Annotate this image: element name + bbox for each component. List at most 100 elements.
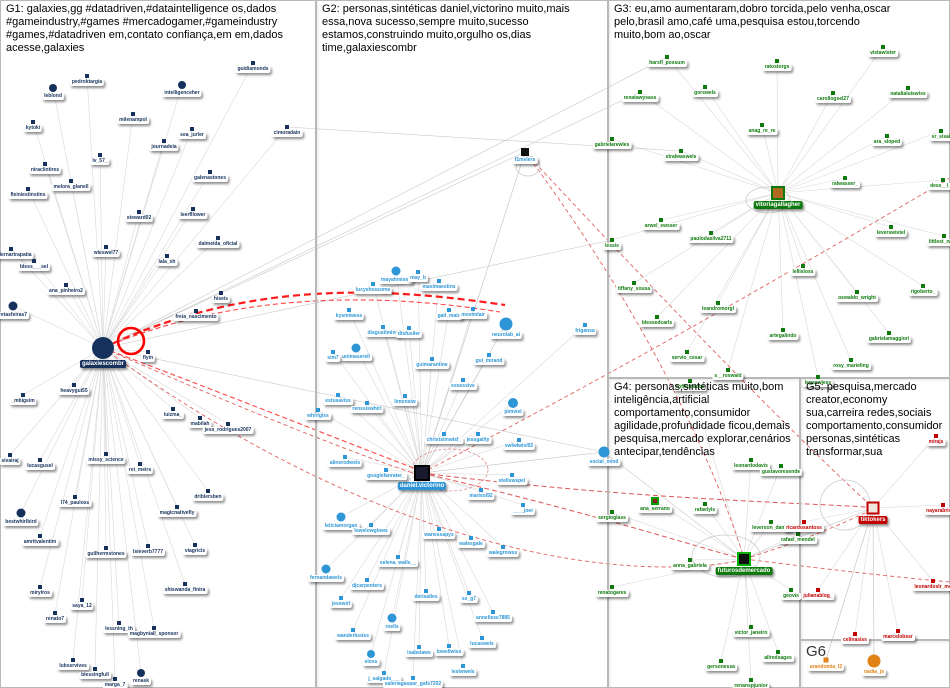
node-label[interactable]: marcelobssr — [881, 634, 915, 641]
graph-node[interactable] — [104, 452, 108, 456]
graph-node[interactable] — [113, 677, 117, 681]
graph-node[interactable] — [347, 308, 351, 312]
node-label[interactable]: ratostorgs — [762, 64, 792, 71]
graph-node[interactable] — [831, 91, 835, 95]
node-label[interactable]: stellswspel — [496, 478, 528, 485]
graph-node[interactable] — [416, 270, 420, 274]
graph-node[interactable] — [709, 231, 713, 235]
node-label[interactable]: blessedcarls — [639, 320, 675, 327]
node-label[interactable]: wanessapys — [422, 532, 456, 539]
node-label[interactable]: sofisticados — [673, 384, 707, 391]
node-label[interactable]: modernartrapatia — [0, 252, 34, 259]
node-label[interactable]: cimoradain — [271, 130, 303, 137]
graph-node[interactable] — [719, 659, 723, 663]
node-label[interactable]: whirlgiss — [305, 413, 331, 420]
graph-node[interactable] — [351, 628, 355, 632]
node-label[interactable]: freia_nascimento — [173, 314, 219, 321]
node-label[interactable]: luizma_ — [161, 412, 185, 419]
graph-node[interactable] — [72, 383, 76, 387]
graph-node[interactable] — [610, 238, 614, 242]
node-label[interactable]: gabrielamaggiori — [866, 336, 912, 343]
node-label[interactable]: swlwlwisl92 — [502, 443, 536, 450]
node-label[interactable]: gabrielarewles — [592, 142, 632, 149]
graph-node[interactable] — [442, 432, 446, 436]
node-label[interactable]: intelligenceher — [162, 90, 202, 97]
node-label[interactable]: guilhermstones — [85, 551, 127, 558]
graph-node[interactable] — [447, 308, 451, 312]
node-label[interactable]: _mbigsim — [9, 398, 37, 405]
graph-node[interactable] — [343, 455, 347, 459]
graph-node[interactable] — [610, 585, 614, 589]
graph-node[interactable] — [98, 153, 102, 157]
node-label[interactable]: renatogares — [595, 590, 629, 597]
node-label[interactable]: lowellwiss — [434, 649, 464, 656]
node-label[interactable]: disgustiminn — [365, 330, 401, 337]
graph-node[interactable] — [749, 678, 753, 682]
graph-node[interactable] — [598, 446, 610, 458]
graph-node[interactable] — [387, 613, 397, 623]
node-label[interactable]: valeriagaspar_gafs7202 — [382, 681, 444, 688]
node-label[interactable]: leticiamorgan — [322, 522, 360, 530]
node-label[interactable]: fleiniestinstins — [8, 192, 48, 199]
graph-node[interactable] — [867, 654, 881, 668]
graph-node[interactable] — [939, 129, 943, 133]
node-label[interactable]: leonardodavis — [732, 463, 770, 470]
node-label[interactable]: wanderlustss — [335, 633, 371, 640]
graph-node[interactable] — [517, 438, 521, 442]
node-label[interactable]: galaxiescombr — [79, 360, 127, 368]
graph-node[interactable] — [769, 520, 773, 524]
node-label[interactable]: blessingfull — [79, 672, 111, 679]
node-label[interactable]: kysmiwess — [333, 313, 365, 320]
node-label[interactable]: limonsiw — [392, 399, 418, 406]
graph-node[interactable] — [138, 462, 142, 466]
hub-node-tiktokers[interactable] — [866, 501, 880, 515]
graph-node[interactable] — [16, 508, 26, 518]
node-label[interactable]: lucyshessome — [353, 287, 393, 294]
graph-node[interactable] — [331, 350, 335, 354]
node-label[interactable]: flyin — [140, 355, 156, 362]
node-label[interactable]: guimarantine — [414, 362, 450, 369]
graph-node[interactable] — [688, 379, 692, 383]
graph-node[interactable] — [171, 407, 175, 411]
graph-node[interactable] — [31, 120, 35, 124]
graph-node[interactable] — [510, 473, 514, 477]
graph-node[interactable] — [9, 247, 13, 251]
node-label[interactable]: harsfl_possum — [647, 60, 687, 67]
graph-node[interactable] — [104, 245, 108, 249]
graph-node[interactable] — [38, 458, 42, 462]
graph-node[interactable] — [407, 326, 411, 330]
node-label[interactable]: exsessive — [449, 383, 477, 390]
graph-node[interactable] — [251, 61, 255, 65]
node-label[interactable]: amritvalentim — [21, 539, 59, 546]
graph-node[interactable] — [749, 625, 753, 629]
node-label[interactable]: tiktokers — [858, 515, 888, 524]
node-label[interactable]: rosy_marieling — [831, 363, 871, 370]
node-label[interactable]: leblond — [42, 93, 64, 100]
node-label[interactable]: niraclintires — [28, 167, 62, 174]
node-label[interactable]: ana_serrano — [638, 506, 672, 513]
node-label[interactable]: futurosdemercado — [715, 567, 773, 575]
node-label[interactable]: legaswless — [802, 380, 834, 387]
graph-node[interactable] — [726, 368, 730, 372]
node-label[interactable]: eloss — [362, 659, 380, 666]
graph-node[interactable] — [117, 621, 121, 625]
graph-node[interactable] — [80, 598, 84, 602]
node-label[interactable]: lellisloss — [790, 269, 816, 276]
node-label[interactable]: derisalles — [412, 594, 440, 601]
node-label[interactable]: celinasiss — [841, 637, 869, 644]
node-label[interactable]: f1melers — [512, 157, 538, 164]
node-label[interactable]: milenampol — [117, 117, 149, 124]
node-label[interactable]: bestwhirlbird — [3, 518, 39, 526]
node-label[interactable]: nadia_js — [861, 668, 887, 676]
graph-node[interactable] — [931, 579, 935, 583]
node-label[interactable]: victor_janeiro — [732, 630, 770, 637]
graph-node[interactable] — [316, 408, 320, 412]
graph-node[interactable] — [801, 264, 805, 268]
node-label[interactable]: missy_science — [86, 457, 126, 464]
graph-node[interactable] — [73, 495, 77, 499]
node-label[interactable]: mayahmises — [378, 276, 414, 284]
graph-node[interactable] — [216, 236, 220, 240]
graph-node[interactable] — [632, 281, 636, 285]
node-label[interactable]: marisol92 — [467, 493, 495, 500]
node-label[interactable]: lucaswels — [468, 641, 496, 648]
